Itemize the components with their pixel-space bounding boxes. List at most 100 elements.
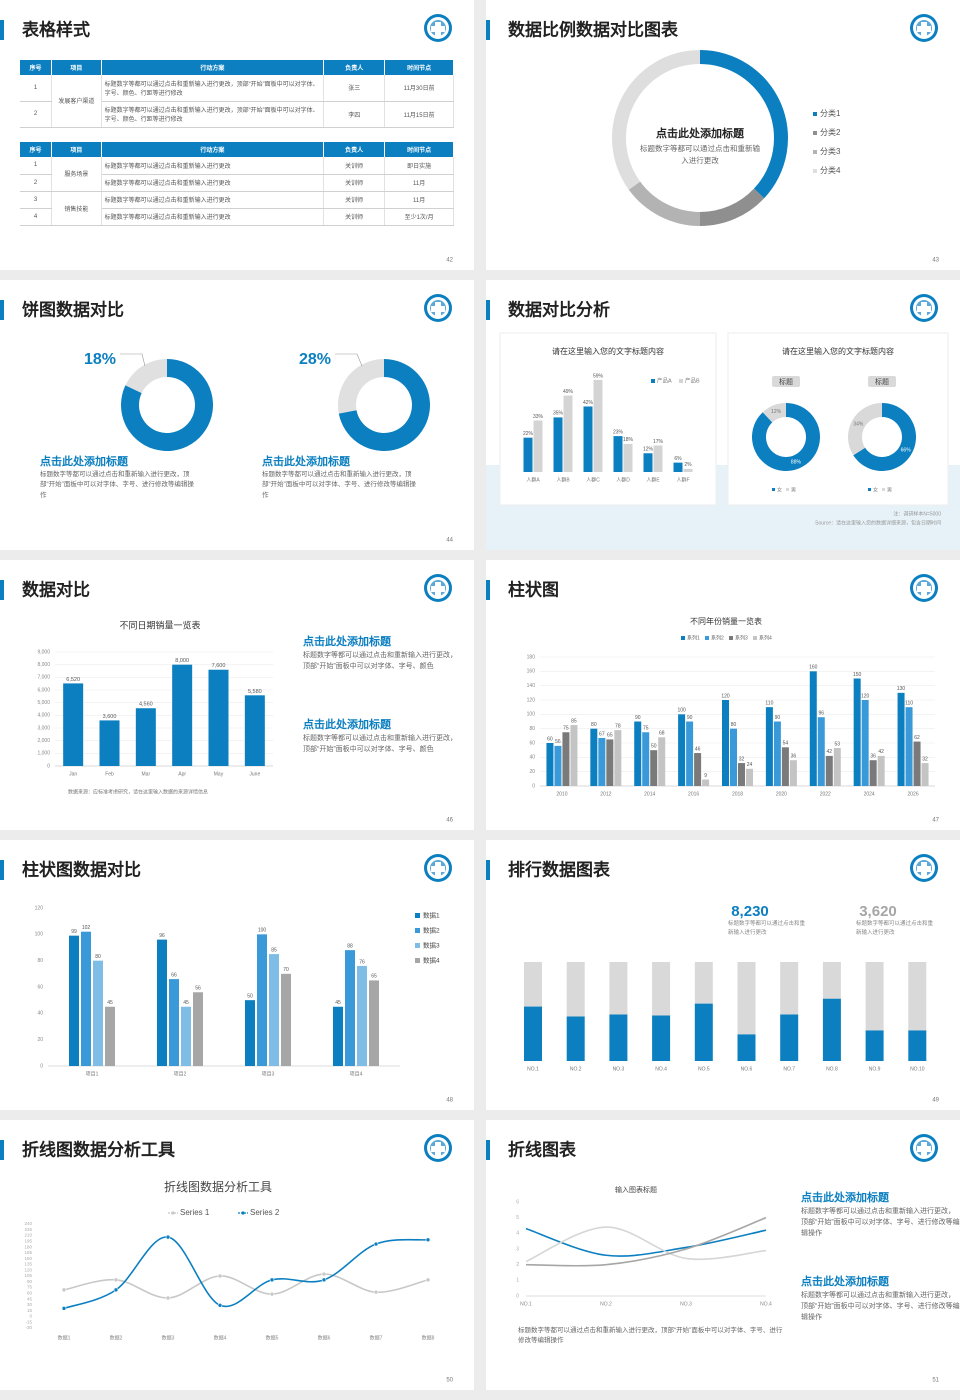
slide: 柱状图数据对比 48 0 20 40 60 80 100 120 项目1 99 102 80 45 项目2 9… [0,840,474,1110]
bar [817,717,825,786]
plan-cell: 标题数字等都可以通过点击和重新输入进行更改，顶部“开始”面板中可以对字体、字号、… [101,75,325,102]
bar [245,1000,255,1066]
table-row: 4 标题数字等都可以通过点击和重新输入进行更改 关训师 至少1次/月 [20,208,454,226]
bar-segment [780,962,799,1015]
x-tick-label: 人群C [586,476,600,483]
y-tick-label: 90 [27,1279,33,1284]
header-cell: 负责人 [323,60,386,75]
y-tick-label: 15 [27,1308,33,1313]
header-cell: 时间节点 [384,142,454,157]
value-label: 35% [553,411,564,417]
title-accent [0,300,4,320]
plan-cell: 标题数字等都可以通过点击和重新输入进行更改 [101,208,325,226]
marker [165,1234,171,1240]
legend-swatch [679,379,683,383]
value-label: 120 [861,693,870,699]
stat-text: 标题数字等都可以通过点击和重新输入进行更改 [856,921,934,936]
time-cell: 11月30日前 [384,75,454,102]
y-tick-label: 80 [529,726,535,732]
time-cell: 11月 [384,191,454,209]
donut-segment [848,403,882,456]
y-tick-label: -15 [25,1319,32,1324]
title-accent [486,1140,490,1160]
x-tick-label: Mar [142,771,151,777]
legend-label: 分类2 [820,127,841,137]
bar-segment [737,1034,756,1061]
marker [425,1237,431,1243]
value-label: 66% [901,447,912,453]
x-tick-label: 数据8 [422,1334,435,1341]
percent-label: 18% [84,351,116,368]
legend-label: 分类3 [820,146,841,156]
bar-segment [694,962,713,1004]
bar [593,379,603,472]
value-label: 32 [739,756,745,762]
title-accent [486,860,490,880]
bar [825,755,833,786]
bar [606,739,614,786]
block-text: 标题数字等都可以通过点击和重新输入进行更改，顶部“开始”面板中可以对字体、字号、… [801,1208,960,1238]
leader-line [120,353,146,367]
value-label: 65 [371,974,377,980]
x-tick-label: 2026 [907,791,918,797]
legend-label: Series 1 [180,1208,210,1217]
x-tick-label: 人群A [526,476,540,483]
y-tick-label: 6 [516,1199,519,1205]
block-text: 标题数字等都可以通过点击和重新输入进行更改，顶部“开始”面板中可以对字体、字号、… [801,1292,960,1322]
y-tick-label: 0 [47,763,50,769]
donut-segment [338,359,384,414]
value-label: 90 [687,715,693,721]
header-row: 序号 项目 行动方案 负责人 时间节点 [20,142,454,157]
bar [722,700,729,786]
value-label: 5,580 [248,689,262,695]
header-cell: 行动方案 [101,142,325,157]
y-tick-label: 7,000 [37,675,50,681]
y-tick-label: 60 [37,984,43,990]
bar-segment [908,1030,927,1061]
value-label: 42 [826,749,832,755]
bar [570,725,578,786]
header-cell: 项目 [51,60,102,75]
slide-title: 柱状图数据对比 [22,859,141,879]
page-number: 44 [446,538,453,544]
y-tick-label: 30 [27,1302,33,1307]
chart-title: 不同日期销量一览表 [119,619,200,630]
marker [61,1287,67,1293]
plan-cell: 标题数字等都可以通过点击和重新输入进行更改 [101,174,325,192]
slide-title: 折线图表 [508,1139,577,1159]
y-tick-label: 6,000 [37,687,50,693]
x-tick-label: NO.2 [570,1066,582,1072]
legend-marker [171,1211,175,1215]
tag-label: 标题 [779,377,793,386]
slide-background [486,1120,960,1390]
table-row: 1 服务场景 标题数字等都可以通过点击和重新输入进行更改 关训师 即日实施 [20,157,454,192]
slide: 数据比例数据对比图表 43 分类1 分类2 分类3 分类4 点击此处添加标题标题数字等都可以… [486,0,960,270]
y-tick-label: 4,000 [37,713,50,719]
slide-background [486,0,960,270]
bar [157,939,167,1066]
legend-label: 系列4 [759,634,772,641]
y-tick-label: 60 [27,1291,33,1296]
logo-cross [431,302,445,316]
bar [563,395,573,472]
x-tick-label: 数据3 [162,1334,175,1341]
value-label: 53 [834,741,840,747]
y-tick-label: 4 [516,1231,519,1237]
title-accent [486,20,490,40]
value-label: 56 [555,739,561,745]
bar [546,743,554,786]
logo-cross [917,22,931,36]
y-tick-label: 135 [24,1262,32,1267]
donut-segment [125,359,167,394]
owner-cell: 李四 [323,101,386,128]
legend-label: 女 [777,486,782,493]
bar [673,462,683,472]
x-tick-label: 数据4 [214,1334,227,1341]
text-frame: 标题数字等都可以通过点击和重新输入进行更改，顶部“开始”面板中可以对字体、字号、… [518,1327,782,1344]
y-tick-label: 3 [516,1246,519,1252]
leader-line [335,353,363,367]
bar [533,420,543,472]
bar [773,721,781,786]
value-label: 76 [359,959,365,965]
x-tick-label: NO.4 [655,1066,667,1072]
